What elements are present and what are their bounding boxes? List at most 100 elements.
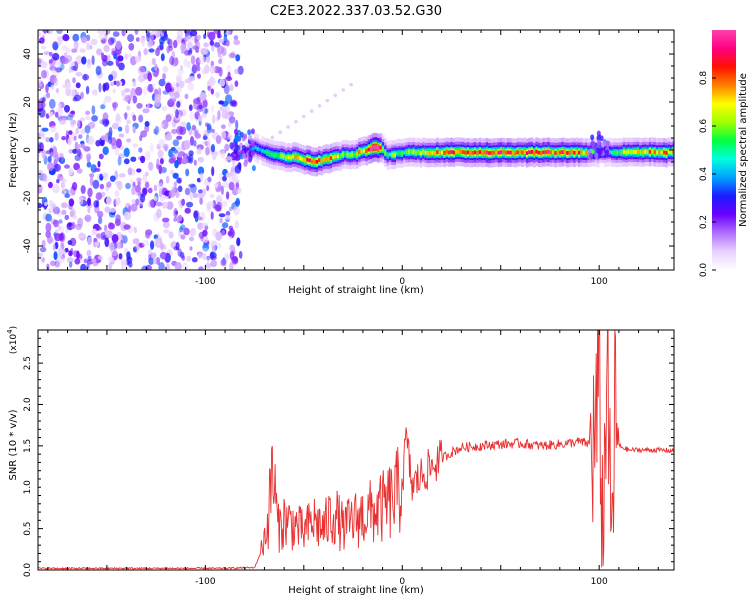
noise-speck [54,111,59,118]
ridge-cell [360,149,364,154]
noise-speck [102,146,109,155]
noise-speck [233,35,239,41]
noise-speck [114,146,119,156]
ridge-cell [407,150,411,154]
noise-speck [48,59,53,64]
noise-speck [42,97,46,103]
noise-speck [41,127,49,132]
ridge-blotch [239,131,244,138]
ridge-cell [353,152,357,157]
noise-speck [173,208,178,218]
noise-speck [160,32,164,37]
noise-speck [158,164,163,175]
noise-speck [115,116,122,124]
ridge-cell [455,149,458,154]
noise-speck [70,110,76,115]
snr-multiplier: (x104) [6,326,19,354]
noise-speck [98,153,104,160]
noise-speck [144,121,150,127]
y-tick-label: 2.5 [23,356,33,370]
ridge-cell [398,151,402,156]
noise-speck [154,63,158,72]
noise-speck [173,181,177,187]
noise-speck [187,41,193,50]
noise-speck [205,122,209,127]
ridge-cell [381,147,385,152]
noise-speck [193,100,200,110]
noise-speck [72,148,78,154]
y-tick-label: 2.0 [23,397,33,412]
y-tick-label: 0 [23,147,33,153]
noise-speck [221,109,228,119]
noise-speck [107,135,113,145]
ridge-blotch [250,128,255,135]
noise-speck [57,224,61,232]
noise-speck [192,192,199,199]
noise-speck [49,260,57,267]
ridge-cell [292,154,295,159]
ridge-cell [277,153,281,158]
noise-speck [74,258,81,265]
ridge-cell [644,149,647,154]
noise-speck [131,186,136,196]
noise-speck [104,95,112,103]
x-tick-label: -100 [195,277,216,287]
ridge-cell [412,150,416,154]
noise-speck [72,77,76,84]
ridge-cell [573,150,576,155]
noise-speck [70,119,77,125]
spectrogram-ylabel: Frequency (Hz) [8,112,19,188]
noise-speck [175,210,179,215]
noise-speck [222,181,229,188]
ridge-cell [436,150,439,154]
ridge-blotch [234,134,239,141]
noise-speck [144,181,150,189]
ridge-cell [627,149,631,154]
noise-speck [154,125,159,136]
ridge-cell [483,150,487,155]
snr-frame [37,329,675,571]
noise-speck [153,195,158,202]
noise-speck [141,265,149,270]
ridge-cell [414,150,418,155]
noise-speck [114,218,121,227]
noise-speck [53,251,58,261]
noise-speck [110,81,115,87]
noise-speck [43,51,51,56]
ridge-cell [306,157,309,162]
ridge-blotch [251,142,256,149]
ridge-blotch [594,152,599,159]
ridge-blotch [234,128,238,135]
ridge-cell [613,150,617,155]
noise-speck [73,135,77,141]
noise-speck [142,187,148,195]
faint-dot [325,98,330,103]
noise-speck [86,59,92,69]
noise-speck [62,189,67,196]
ridge-cell [284,155,288,160]
ridge-blotch [247,129,252,136]
noise-speck [71,215,78,220]
noise-speck [207,138,211,148]
noise-speck [206,125,212,134]
noise-speck [206,200,214,209]
noise-speck [57,247,64,257]
ridge-cell [485,150,489,155]
ridge-cell [258,147,262,152]
noise-speck [206,54,211,64]
noise-speck [159,251,167,260]
ridge-cell [502,150,506,154]
noise-speck [162,73,166,81]
noise-speck [68,130,73,136]
noise-speck [61,57,69,65]
noise-speck [191,64,198,74]
noise-speck [180,43,186,53]
ridge-cell [261,149,265,153]
ridge-cell [313,160,317,164]
ridge-cell [318,158,321,163]
ridge-cell [639,150,643,155]
ridge-blotch [605,149,610,156]
noise-speck [127,167,133,176]
noise-speck [148,199,155,208]
noise-speck [163,229,170,234]
